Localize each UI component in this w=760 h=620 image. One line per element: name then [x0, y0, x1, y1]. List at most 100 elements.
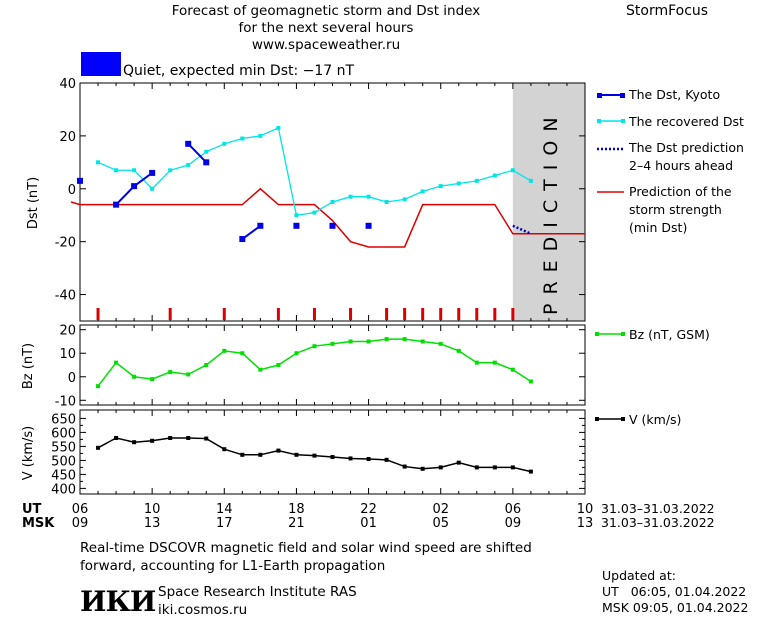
dst-y-tick-label: -40 — [55, 289, 76, 304]
dst-prediction-line — [512, 224, 532, 235]
velocity-point — [96, 445, 101, 450]
bz-point — [420, 339, 425, 344]
dst-kyoto-line — [241, 224, 261, 240]
bz-point — [96, 384, 101, 389]
velocity-point — [492, 465, 497, 470]
msk-axis-label: MSK — [22, 516, 55, 531]
recovered-dst-point — [276, 125, 281, 130]
institute-site-link[interactable]: iki.cosmos.ru — [158, 602, 248, 618]
velocity-y-tick-label: 650 — [51, 412, 76, 427]
velocity-point — [240, 452, 245, 457]
velocity-y-tick-label: 550 — [51, 440, 76, 455]
ut-tick-label: 22 — [360, 502, 377, 517]
recovered-dst-point — [492, 173, 497, 178]
msk-date-range: 31.03–31.03.2022 — [601, 515, 715, 530]
ut-tick-label: 10 — [144, 502, 161, 517]
msk-tick-label: 21 — [288, 516, 305, 531]
dst-kyoto-point — [77, 177, 83, 184]
velocity-y-tick-label: 500 — [51, 454, 76, 469]
bz-point — [168, 370, 173, 375]
velocity-point — [474, 465, 479, 470]
dst-kyoto-point — [257, 222, 264, 229]
bz-point — [402, 337, 407, 342]
velocity-point — [330, 455, 335, 460]
recovered-dst-point — [114, 168, 119, 173]
bz-point — [348, 339, 353, 344]
recovered-dst-point — [150, 186, 155, 191]
storm-strength-line — [70, 187, 585, 248]
status-label: Quiet, expected min Dst: −17 nT — [123, 63, 355, 79]
footer-note: Real-time DSCOVR magnetic field and sola… — [80, 539, 532, 575]
velocity-point — [276, 448, 281, 453]
velocity-point — [186, 436, 191, 440]
dst-kyoto-point — [185, 140, 192, 147]
footer-note-line-2: forward, accounting for L1-Earth propaga… — [80, 558, 386, 574]
recovered-dst-line — [97, 127, 532, 216]
recovered-dst-point — [510, 168, 515, 173]
dst-kyoto-point — [149, 169, 156, 176]
ut-tick-label: 18 — [288, 502, 305, 517]
ut-axis-label: UT — [22, 502, 42, 517]
bz-point — [366, 339, 371, 344]
dst-y-tick-label: 0 — [68, 183, 76, 198]
velocity-point — [528, 469, 533, 474]
bz-point — [528, 379, 533, 384]
recovered-dst-point — [366, 194, 371, 199]
bz-point — [510, 367, 515, 372]
bz-point — [222, 348, 227, 353]
bz-point — [384, 337, 389, 342]
recovered-dst-point — [456, 181, 461, 186]
brand-label: StormFocus — [626, 3, 709, 19]
ut-tick-label: 14 — [216, 502, 233, 517]
dst-y-tick-label: -20 — [55, 236, 76, 251]
velocity-point — [132, 440, 137, 445]
velocity-point — [384, 457, 389, 462]
recovered-dst-point — [438, 184, 443, 189]
bz-point — [456, 348, 461, 353]
bz-y-tick-label: 20 — [59, 324, 76, 339]
bz-point — [132, 374, 137, 379]
bz-point — [438, 341, 443, 346]
dst-kyoto-point — [293, 222, 300, 229]
legend-bz: Bz (nT, GSM) — [629, 327, 710, 342]
bz-point — [474, 360, 479, 365]
legend-recovered-dst: The recovered Dst — [628, 114, 744, 129]
bz-y-tick-label: 0 — [68, 371, 76, 386]
recovered-dst-point — [528, 178, 533, 183]
recovered-dst-point — [402, 197, 407, 202]
dst-y-tick-label: 40 — [59, 77, 76, 92]
bz-point — [294, 351, 299, 356]
msk-tick-label: 17 — [216, 516, 233, 531]
ut-tick-label: 10 — [577, 502, 594, 517]
dst-kyoto-point — [113, 201, 120, 208]
prediction-zone — [512, 83, 585, 321]
bz-point — [204, 363, 209, 367]
bz-axis-label: Bz (nT) — [21, 343, 36, 389]
updated-msk: MSK 09:05, 01.04.2022 — [602, 600, 748, 616]
msk-tick-label: 01 — [360, 516, 377, 531]
ut-tick-label: 06 — [72, 502, 89, 517]
legend-dst-kyoto: The Dst, Kyoto — [628, 87, 720, 102]
updated-ut: UT 06:05, 01.04.2022 — [602, 584, 748, 600]
ut-tick-label: 06 — [505, 502, 522, 517]
dst-kyoto-point — [203, 159, 210, 166]
bz-y-tick-label: 10 — [59, 347, 76, 362]
velocity-point — [150, 438, 155, 443]
updated-msk-value: 09:05, 01.04.2022 — [632, 600, 749, 615]
velocity-point — [114, 436, 119, 440]
bz-point — [150, 377, 155, 382]
institute-info: Space Research Institute RAS iki.cosmos.… — [158, 583, 357, 619]
msk-tick-label: 13 — [577, 516, 594, 531]
velocity-point — [456, 460, 461, 465]
velocity-point — [204, 436, 209, 441]
dst-kyoto-point — [365, 222, 372, 229]
legend: The Dst, Kyoto The recovered Dst The Dst… — [595, 87, 744, 427]
bz-point — [330, 341, 335, 346]
velocity-y-tick-label: 600 — [51, 426, 76, 441]
institute-name: Space Research Institute RAS — [158, 584, 357, 600]
iki-logo: ИКИ — [80, 585, 156, 618]
chart-title: Forecast of geomagnetic storm and Dst in… — [126, 3, 526, 54]
bz-point — [276, 363, 281, 367]
recovered-dst-point — [168, 168, 173, 173]
velocity-panel-frame — [79, 409, 586, 495]
